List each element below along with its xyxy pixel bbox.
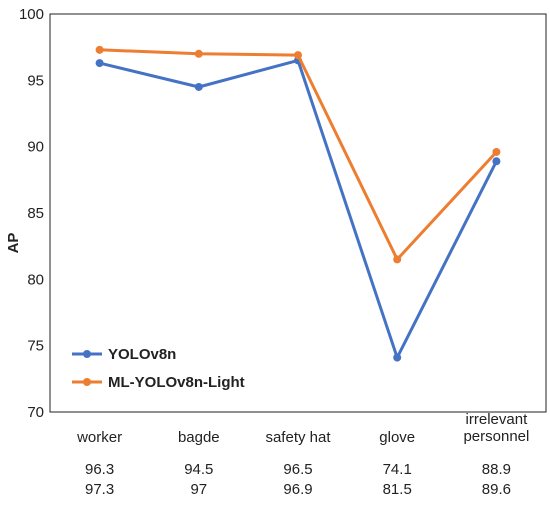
data-label: 97	[190, 481, 207, 498]
x-tick-label: safety hat	[265, 429, 331, 446]
legend: YOLOv8n ML-YOLOv8n-Light	[72, 346, 245, 391]
data-point	[194, 49, 203, 58]
y-tick-label: 90	[27, 139, 44, 156]
data-label: 89.6	[482, 481, 511, 498]
data-label: 97.3	[85, 481, 114, 498]
data-label: 96.5	[283, 461, 312, 478]
data-point	[393, 353, 402, 362]
data-label: 96.3	[85, 461, 114, 478]
legend-label: YOLOv8n	[108, 346, 176, 363]
legend-swatch-marker	[83, 350, 91, 358]
y-tick-label: 70	[27, 404, 44, 421]
y-tick-label: 85	[27, 205, 44, 222]
data-label: 74.1	[383, 461, 412, 478]
data-point	[95, 59, 104, 68]
data-label: 81.5	[383, 481, 412, 498]
y-axis-label: AP	[5, 233, 22, 254]
data-label: 96.9	[283, 481, 312, 498]
legend-swatch-marker	[83, 378, 91, 386]
series-line	[98, 58, 498, 360]
data-point	[294, 51, 302, 60]
y-tick-label: 100	[19, 6, 44, 23]
x-tick-label: bagde	[178, 429, 220, 446]
data-point	[95, 45, 104, 54]
data-point	[393, 255, 402, 264]
axes-layer: 70 75 80 85 90 95 100 AP worker bagde safety hat gl…	[5, 6, 547, 446]
data-table: 96.3 94.5 96.5 74.1 88.9 97.3 97 96.9 81.5 89.6	[85, 461, 511, 498]
series-layer	[95, 45, 501, 362]
data-point	[194, 82, 203, 91]
data-label: 88.9	[482, 461, 511, 478]
y-tick-label: 80	[27, 271, 44, 288]
y-tick-label: 95	[27, 72, 44, 89]
data-label: 94.5	[184, 461, 213, 478]
series-line	[98, 48, 498, 261]
y-tick-label: 75	[27, 338, 44, 355]
x-tick-label: irrelevant	[466, 411, 529, 428]
data-point	[492, 157, 501, 166]
x-tick-label: worker	[76, 429, 122, 446]
data-point	[492, 147, 501, 156]
plot-frame	[49, 13, 547, 413]
legend-label: ML-YOLOv8n-Light	[108, 374, 245, 391]
x-tick-label: glove	[379, 429, 415, 446]
x-tick-label: personnel	[463, 428, 529, 445]
